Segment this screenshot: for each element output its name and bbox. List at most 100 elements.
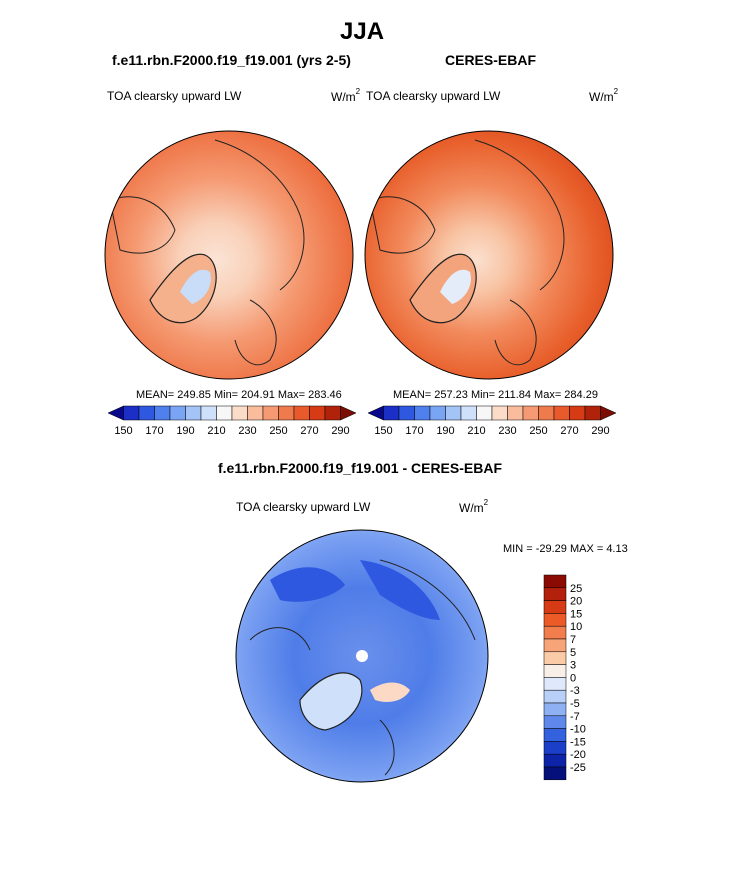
diff-colorbar-box <box>543 715 567 729</box>
diff-colorbar-tick-label: -25 <box>570 762 586 774</box>
model-colorbar-tick-label: 270 <box>300 425 318 437</box>
model-colorbar-box <box>154 405 171 421</box>
obs-colorbar-box <box>538 405 555 421</box>
model-colorbar-box <box>340 405 357 421</box>
model-stats: MEAN= 249.85 Min= 204.91 Max= 283.46 <box>136 389 342 401</box>
obs-colorbar-box <box>414 405 431 421</box>
model-colorbar-box <box>231 405 248 421</box>
obs-colorbar-box <box>367 405 384 421</box>
diff-colorbar-box <box>543 574 567 589</box>
model-colorbar-box <box>169 405 186 421</box>
model-colorbar-box <box>309 405 326 421</box>
diff-colorbar-tick-label: 7 <box>570 634 576 646</box>
obs-panel-title: CERES-EBAF <box>445 52 537 68</box>
model-eurasia-coast <box>214 139 305 291</box>
obs-map <box>364 130 614 380</box>
model-map <box>104 130 354 380</box>
diff-colorbar-box <box>543 702 567 717</box>
diff-units-base: W/m <box>459 501 484 515</box>
obs-colorbar-box <box>398 405 415 421</box>
obs-greenland-low <box>440 269 471 304</box>
diff-colorbar-tick-label: -10 <box>570 724 586 736</box>
model-colorbar-tick-label: 250 <box>269 425 287 437</box>
model-units: W/m2 <box>331 87 360 104</box>
diff-panel-title: f.e11.rbn.F2000.f19_f19.001 - CERES-EBAF <box>218 460 503 476</box>
obs-colorbar-tick-label: 150 <box>374 425 392 437</box>
obs-colorbar-tick-label: 290 <box>591 425 609 437</box>
obs-colorbar-box <box>383 405 400 421</box>
diff-variable-label: TOA clearsky upward LW <box>236 500 371 514</box>
model-colorbar-box <box>278 405 295 421</box>
diff-colorbar-box <box>543 638 567 653</box>
obs-eurasia-coast <box>474 139 565 291</box>
obs-units: W/m2 <box>589 87 618 104</box>
diff-europe-coast <box>379 719 395 776</box>
diff-colorbar-box <box>543 664 567 678</box>
obs-colorbar-box <box>429 405 446 421</box>
diff-siberia-low <box>360 560 440 620</box>
diff-units: W/m2 <box>459 498 488 515</box>
diff-positive-patch <box>370 682 410 702</box>
diff-colorbar-box <box>543 600 567 614</box>
obs-colorbar-box <box>445 405 462 421</box>
model-canada-coast <box>109 196 176 254</box>
model-colorbar-box <box>216 405 233 421</box>
obs-colorbar-tick-label: 250 <box>529 425 547 437</box>
model-europe-coast <box>234 299 277 366</box>
model-colorbar: 150 170 190 210 230 250 270 290 <box>107 405 357 437</box>
model-colorbar-tick-label: 210 <box>207 425 225 437</box>
obs-colorbar-tick-label: 230 <box>498 425 516 437</box>
obs-colorbar-box <box>476 405 493 421</box>
diff-greenland <box>299 672 363 731</box>
obs-colorbar-tick-label: 210 <box>467 425 485 437</box>
model-units-base: W/m <box>331 90 356 104</box>
obs-colorbar-box <box>584 405 601 421</box>
obs-map-border <box>364 130 614 380</box>
obs-colorbar-box <box>569 405 586 421</box>
model-colorbar-box <box>138 405 155 421</box>
diff-colorbar-tick-label: -15 <box>570 736 586 748</box>
diff-map <box>235 529 489 783</box>
diff-colorbar-tick-label: 0 <box>570 672 576 684</box>
obs-units-base: W/m <box>589 90 614 104</box>
obs-colorbar-box <box>600 405 617 421</box>
diff-colorbar-box <box>543 766 567 781</box>
diff-colorbar-box <box>543 651 567 665</box>
obs-stats: MEAN= 257.23 Min= 211.84 Max= 284.29 <box>393 389 598 401</box>
diff-stats: MIN = -29.29 MAX = 4.13 <box>503 543 628 555</box>
diff-colorbar-tick-label: 25 <box>570 583 582 595</box>
obs-colorbar: 150 170 190 210 230 250 270 290 <box>367 405 617 437</box>
obs-colorbar-box <box>460 405 477 421</box>
diff-colorbar-tick-label: -20 <box>570 749 586 761</box>
diff-colorbar-tick-label: 20 <box>570 596 582 608</box>
diff-colorbar-box <box>543 625 567 640</box>
diff-colorbar-box <box>543 741 567 755</box>
model-colorbar-tick-label: 170 <box>145 425 163 437</box>
diff-colorbar-tick-label: 5 <box>570 647 576 659</box>
model-colorbar-box <box>123 405 140 421</box>
diff-colorbar-tick-label: -7 <box>570 711 580 723</box>
obs-europe-coast <box>494 299 537 366</box>
model-greenland-low <box>180 269 211 304</box>
season-title: JJA <box>340 18 385 45</box>
diff-colorbar-tick-label: 15 <box>570 608 582 620</box>
model-colorbar-tick-label: 230 <box>238 425 256 437</box>
diff-colorbar-box <box>543 613 567 627</box>
obs-colorbar-tick-label: 190 <box>436 425 454 437</box>
obs-colorbar-box <box>507 405 524 421</box>
model-colorbar-box <box>324 405 341 421</box>
diff-colorbar-tick-label: 10 <box>570 621 582 633</box>
diff-canada-coast <box>249 627 311 651</box>
diff-colorbar-box <box>543 728 567 742</box>
model-colorbar-box <box>293 405 310 421</box>
diff-colorbar-box <box>543 587 567 601</box>
diff-colorbar-tick-label: -3 <box>570 685 580 697</box>
diff-canada-low <box>270 567 345 602</box>
model-panel-title: f.e11.rbn.F2000.f19_f19.001 (yrs 2-5) <box>112 52 351 68</box>
obs-colorbar-box <box>522 405 539 421</box>
obs-map-disk <box>365 131 613 379</box>
obs-colorbar-tick-label: 270 <box>560 425 578 437</box>
obs-canada-coast <box>369 196 436 254</box>
diff-colorbar-tick-label: -5 <box>570 698 580 710</box>
